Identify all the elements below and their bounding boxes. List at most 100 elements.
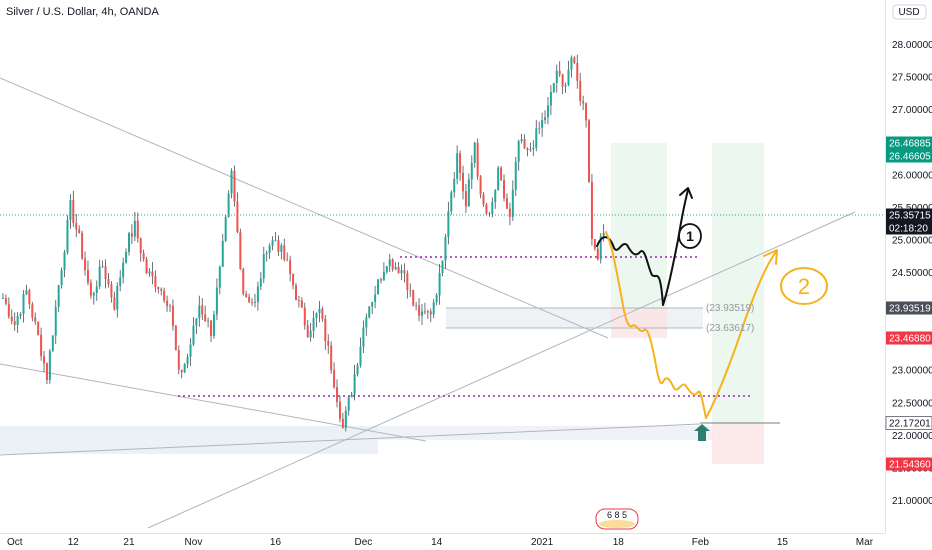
candle[interactable] bbox=[227, 190, 230, 218]
candle[interactable] bbox=[22, 290, 25, 323]
candle[interactable] bbox=[558, 61, 561, 77]
candle[interactable] bbox=[453, 171, 456, 198]
candle[interactable] bbox=[45, 362, 48, 384]
annotation-circle-1[interactable] bbox=[678, 223, 702, 249]
candle[interactable] bbox=[403, 263, 406, 283]
candle[interactable] bbox=[198, 295, 201, 327]
candle[interactable] bbox=[125, 248, 128, 264]
trend-line-descending-bottom[interactable] bbox=[0, 363, 427, 442]
candle[interactable] bbox=[482, 192, 485, 207]
candle[interactable] bbox=[365, 313, 368, 336]
candle[interactable] bbox=[72, 190, 75, 227]
candle[interactable] bbox=[303, 302, 306, 330]
candle[interactable] bbox=[388, 253, 391, 273]
candle[interactable] bbox=[189, 337, 192, 367]
candle[interactable] bbox=[350, 392, 353, 398]
candle[interactable] bbox=[444, 233, 447, 269]
candle[interactable] bbox=[283, 238, 286, 262]
candle[interactable] bbox=[511, 180, 514, 221]
candle[interactable] bbox=[186, 353, 189, 369]
candle[interactable] bbox=[306, 319, 309, 338]
candle[interactable] bbox=[538, 121, 541, 135]
candle[interactable] bbox=[145, 256, 148, 274]
candle[interactable] bbox=[379, 277, 382, 284]
candle[interactable] bbox=[84, 251, 87, 276]
candle[interactable] bbox=[163, 287, 166, 304]
candle[interactable] bbox=[31, 301, 34, 322]
candle[interactable] bbox=[579, 72, 582, 106]
candle[interactable] bbox=[233, 165, 236, 207]
candle[interactable] bbox=[236, 192, 239, 234]
candle[interactable] bbox=[400, 264, 403, 281]
candle[interactable] bbox=[341, 412, 344, 429]
candle[interactable] bbox=[81, 230, 84, 260]
candle[interactable] bbox=[514, 156, 517, 196]
candle[interactable] bbox=[488, 211, 491, 217]
candle[interactable] bbox=[321, 306, 324, 322]
candle[interactable] bbox=[485, 202, 488, 215]
candle[interactable] bbox=[368, 305, 371, 319]
projection-path-scenario-1[interactable] bbox=[596, 189, 689, 306]
candle[interactable] bbox=[268, 243, 271, 260]
candle[interactable] bbox=[177, 345, 180, 375]
candle[interactable] bbox=[127, 231, 130, 256]
candle[interactable] bbox=[25, 284, 28, 296]
candle[interactable] bbox=[549, 85, 552, 116]
candle[interactable] bbox=[602, 224, 605, 242]
candle[interactable] bbox=[98, 259, 101, 290]
candle[interactable] bbox=[107, 273, 110, 288]
candle[interactable] bbox=[409, 283, 412, 297]
candle[interactable] bbox=[520, 133, 523, 144]
candle[interactable] bbox=[60, 267, 63, 289]
candle[interactable] bbox=[464, 183, 467, 213]
candle[interactable] bbox=[438, 264, 441, 305]
candle[interactable] bbox=[286, 252, 289, 262]
candle[interactable] bbox=[171, 299, 174, 331]
candle[interactable] bbox=[54, 299, 57, 344]
candle[interactable] bbox=[63, 250, 66, 278]
candle[interactable] bbox=[476, 138, 479, 181]
candle[interactable] bbox=[157, 286, 160, 294]
candle[interactable] bbox=[356, 362, 359, 377]
candle[interactable] bbox=[503, 174, 506, 202]
candle[interactable] bbox=[183, 363, 186, 374]
candle[interactable] bbox=[432, 298, 435, 319]
candle[interactable] bbox=[69, 193, 72, 229]
candle[interactable] bbox=[377, 279, 380, 295]
candle[interactable] bbox=[491, 197, 494, 218]
candle[interactable] bbox=[374, 285, 377, 309]
candle[interactable] bbox=[362, 320, 365, 354]
candle[interactable] bbox=[347, 396, 350, 416]
candle[interactable] bbox=[309, 323, 312, 342]
candle[interactable] bbox=[195, 318, 198, 335]
candle[interactable] bbox=[215, 278, 218, 321]
candle[interactable] bbox=[265, 250, 268, 262]
candle[interactable] bbox=[66, 215, 69, 255]
candle[interactable] bbox=[292, 273, 295, 290]
candle[interactable] bbox=[201, 298, 204, 321]
candle[interactable] bbox=[154, 270, 157, 293]
candle[interactable] bbox=[207, 317, 210, 328]
long-position-1-profit[interactable] bbox=[611, 143, 667, 308]
candle[interactable] bbox=[391, 258, 394, 272]
demand-zone-bottom[interactable] bbox=[0, 426, 378, 454]
candle[interactable] bbox=[564, 82, 567, 93]
candle[interactable] bbox=[248, 293, 251, 304]
candle[interactable] bbox=[561, 73, 564, 95]
candle[interactable] bbox=[415, 302, 418, 311]
candle[interactable] bbox=[19, 312, 22, 320]
candle[interactable] bbox=[523, 134, 526, 150]
candle[interactable] bbox=[500, 166, 503, 182]
candle[interactable] bbox=[529, 142, 532, 152]
candle[interactable] bbox=[34, 312, 37, 325]
candle[interactable] bbox=[330, 341, 333, 374]
candle[interactable] bbox=[86, 260, 89, 286]
candle[interactable] bbox=[245, 290, 248, 298]
candle[interactable] bbox=[582, 95, 585, 110]
candle[interactable] bbox=[494, 189, 497, 209]
candle[interactable] bbox=[590, 173, 593, 246]
candle[interactable] bbox=[394, 262, 397, 271]
candle[interactable] bbox=[456, 145, 459, 185]
candle[interactable] bbox=[593, 239, 596, 251]
candle[interactable] bbox=[174, 324, 177, 351]
